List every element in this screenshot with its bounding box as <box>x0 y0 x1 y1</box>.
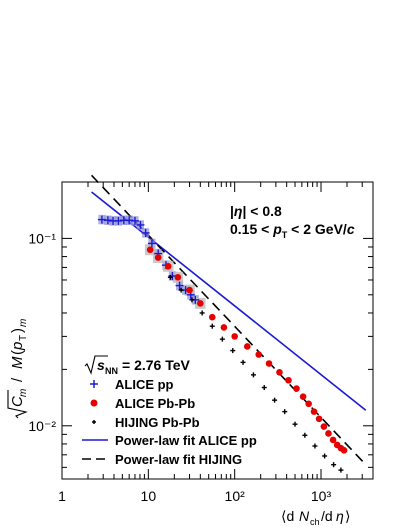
y-label-p: p <box>9 342 26 351</box>
point-hijing <box>292 421 298 427</box>
y-tick-label: 10⁻¹ <box>28 230 56 246</box>
legend-label-alice-pp: ALICE pp <box>115 377 174 392</box>
point-alice-pbpb <box>208 313 216 321</box>
point-alice-pbpb <box>154 254 162 261</box>
cut-eta-text: |η| < 0.8 <box>230 203 282 219</box>
data-points-layer <box>97 215 348 473</box>
point-alice-pbpb <box>255 351 263 358</box>
y-label-T-sub: T <box>18 335 29 341</box>
legend-label-fit-hijing: Power-law fit HIJING <box>115 452 242 467</box>
point-alice-pp <box>141 228 150 237</box>
point-hijing <box>261 385 267 391</box>
x-label-eta: η <box>336 508 344 524</box>
point-alice-pbpb <box>220 324 228 331</box>
point-alice-pbpb <box>197 300 204 307</box>
point-alice-pbpb <box>325 430 332 437</box>
legend-item-fit-pp: Power-law fit ALICE pp <box>82 433 257 448</box>
x-tick-label: 10² <box>225 488 246 504</box>
x-tick-label: 10³ <box>311 488 332 504</box>
point-alice-pp <box>175 281 184 290</box>
point-alice-pbpb <box>146 246 154 254</box>
point-hijing <box>219 336 225 342</box>
point-hijing <box>272 397 278 403</box>
plot-frame <box>61 181 374 480</box>
y-label-c: C <box>9 396 26 407</box>
point-alice-pp <box>136 220 145 229</box>
cuts-annotation: |η| < 0.8 0.15 < pT < 2 GeV/c <box>230 203 355 240</box>
legend-item-fit-hijing: Power-law fit HIJING <box>82 452 242 467</box>
point-hijing <box>331 462 337 468</box>
point-alice-pbpb <box>293 385 300 392</box>
legend: ALICE pp ALICE Pb-Pb HIJING Pb-Pb Power-… <box>82 377 257 467</box>
point-hijing <box>338 467 344 473</box>
y-label-M: M <box>9 356 26 369</box>
point-hijing <box>167 274 173 280</box>
point-hijing <box>302 432 308 438</box>
legend-item-hijing: HIJING Pb-Pb <box>92 415 200 430</box>
cut-pt-text: 0.15 < pT < 2 GeV/c <box>230 221 355 240</box>
point-hijing <box>282 409 288 415</box>
energy-NN-sub: NN <box>105 366 118 376</box>
legend-item-alice-pbpb: ALICE Pb-Pb <box>90 396 195 411</box>
point-alice-pbpb <box>299 393 307 400</box>
point-alice-pbpb <box>186 286 193 294</box>
point-hijing <box>240 359 246 365</box>
energy-sqrt-sign <box>84 355 108 375</box>
y-label-div: / <box>9 377 26 382</box>
energy-value: = 2.76 TeV <box>122 357 191 373</box>
y-label-m-sub2: m <box>18 319 29 327</box>
point-alice-pbpb <box>174 274 182 281</box>
y-label-paren-open: ( <box>9 350 26 355</box>
y-axis-label: C m / M ( p T ) m <box>7 319 29 419</box>
x-axis-label: ⟨d N ch /d η ⟩ <box>281 508 350 527</box>
point-hijing <box>199 310 205 316</box>
energy-annotation: s NN = 2.76 TeV <box>84 355 191 376</box>
point-alice-pbpb <box>340 446 348 454</box>
y-tick-label: 10⁻² <box>28 418 56 434</box>
point-alice-pbpb <box>315 415 323 423</box>
legend-label-fit-pp: Power-law fit ALICE pp <box>115 433 257 448</box>
point-alice-pbpb <box>310 408 318 415</box>
point-hijing <box>189 297 195 303</box>
point-hijing <box>178 287 184 293</box>
point-alice-pbpb <box>231 333 238 340</box>
x-label-open: ⟨d <box>281 508 294 524</box>
x-label-slash: /d <box>321 508 333 524</box>
legend-label-alice-pbpb: ALICE Pb-Pb <box>115 396 195 411</box>
legend-item-alice-pp: ALICE pp <box>90 377 174 392</box>
point-alice-pbpb <box>285 376 292 384</box>
legend-label-hijing: HIJING Pb-Pb <box>115 415 200 430</box>
point-alice-pbpb <box>265 360 273 367</box>
x-label-ch: ch <box>310 517 320 527</box>
point-hijing <box>322 453 328 459</box>
point-hijing <box>250 372 256 378</box>
point-alice-pp <box>147 239 156 248</box>
point-alice-pbpb <box>276 368 283 376</box>
x-label-close: ⟩ <box>345 508 350 524</box>
x-label-N: N <box>299 508 310 524</box>
energy-s: s <box>97 357 105 373</box>
point-alice-pbpb <box>305 400 313 408</box>
y-label-paren-close: ) <box>9 328 26 333</box>
point-hijing <box>312 443 318 449</box>
point-alice-pbpb <box>320 423 328 430</box>
point-hijing <box>230 348 236 354</box>
point-alice-pp <box>130 216 139 225</box>
axis-ticks-layer: 1 10 10² 10³ 10⁻² 10⁻¹ <box>28 181 374 504</box>
point-alice-pbpb <box>164 262 172 270</box>
point-hijing <box>209 323 215 329</box>
point-alice-pbpb <box>243 343 251 350</box>
x-tick-label: 1 <box>58 488 66 504</box>
point-alice-pbpb <box>329 436 337 444</box>
x-tick-label: 10 <box>141 488 157 504</box>
y-label-sqrt-sign <box>7 390 28 419</box>
y-label-m-sub: m <box>18 389 29 397</box>
